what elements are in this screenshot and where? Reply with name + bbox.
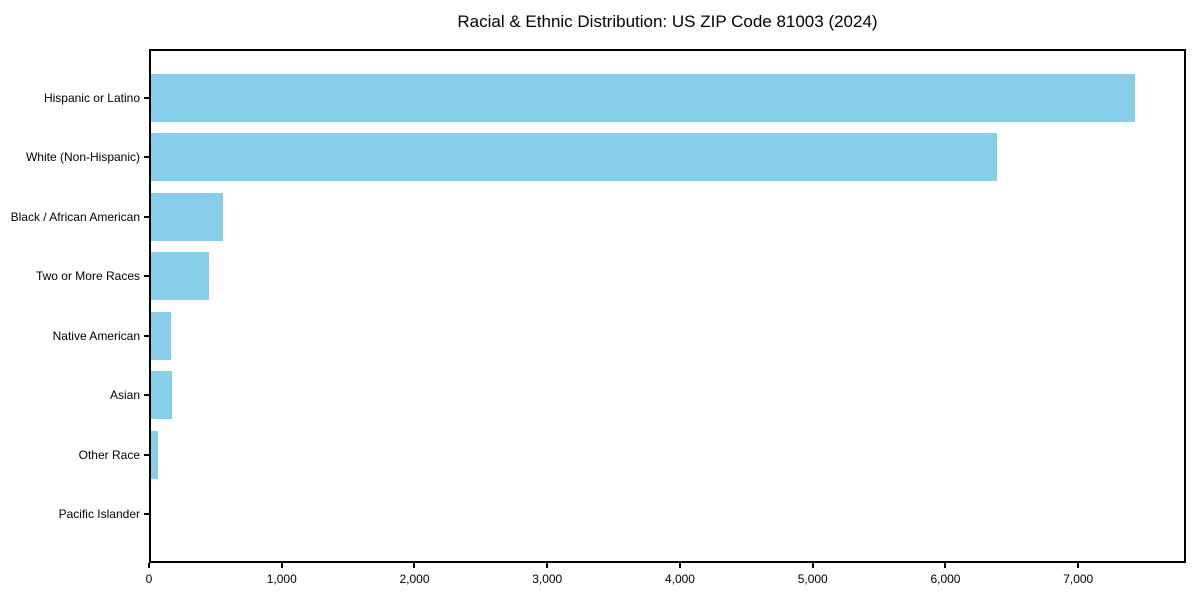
x-tick bbox=[413, 563, 416, 568]
y-label-row: Hispanic or Latino bbox=[0, 68, 140, 128]
bar bbox=[151, 311, 172, 360]
bar bbox=[151, 371, 172, 420]
y-axis-label: Pacific Islander bbox=[58, 507, 140, 522]
x-tick bbox=[811, 563, 814, 568]
x-tick-label: 5,000 bbox=[797, 572, 828, 586]
x-tick-label: 2,000 bbox=[399, 572, 430, 586]
y-label-row: Native American bbox=[0, 306, 140, 366]
bar-row bbox=[144, 425, 1184, 485]
y-label-row: Other Race bbox=[0, 425, 140, 485]
bar-row bbox=[144, 187, 1184, 247]
y-label-row: Pacific Islander bbox=[0, 485, 140, 545]
y-axis-label: Two or More Races bbox=[35, 269, 140, 284]
y-label-row: Black / African American bbox=[0, 187, 140, 247]
y-axis-label: Other Race bbox=[78, 447, 140, 462]
bar-row bbox=[144, 366, 1184, 426]
x-tick bbox=[148, 563, 150, 568]
x-tick bbox=[944, 563, 947, 568]
chart-title: Racial & Ethnic Distribution: US ZIP Cod… bbox=[457, 12, 878, 31]
y-tick bbox=[144, 275, 149, 278]
x-tick-label: 3,000 bbox=[532, 572, 563, 586]
x-tick bbox=[280, 563, 283, 568]
x-tick bbox=[546, 563, 549, 568]
x-tick-label: 1,000 bbox=[266, 572, 297, 586]
x-tick-label: 4,000 bbox=[664, 572, 695, 586]
y-tick bbox=[144, 156, 149, 159]
y-axis-label: Hispanic or Latino bbox=[43, 90, 140, 105]
x-tick bbox=[1077, 563, 1080, 568]
bar-row bbox=[144, 68, 1184, 128]
bar-row bbox=[144, 128, 1184, 188]
x-axis: 0 1,000 2,000 3,000 4,000 5,000 6,000 7,000 bbox=[145, 563, 1186, 595]
plot-area bbox=[144, 49, 1186, 563]
x-tick-label: 0 bbox=[145, 572, 153, 586]
bar bbox=[151, 192, 224, 241]
y-label-row: White (Non-Hispanic) bbox=[0, 128, 140, 188]
bar bbox=[151, 133, 998, 182]
y-label-row: Asian bbox=[0, 366, 140, 426]
y-tick bbox=[144, 453, 149, 456]
y-label-row: Two or More Races bbox=[0, 247, 140, 307]
bar-row bbox=[144, 247, 1184, 307]
y-tick bbox=[144, 334, 149, 337]
x-tick-label: 7,000 bbox=[1063, 572, 1094, 586]
bar-row bbox=[144, 306, 1184, 366]
y-axis-label: Native American bbox=[52, 328, 140, 343]
y-tick bbox=[144, 215, 149, 218]
x-tick bbox=[678, 563, 681, 568]
bar-row bbox=[144, 485, 1184, 545]
y-axis-label: Black / African American bbox=[10, 209, 140, 224]
bar bbox=[151, 430, 158, 479]
bar bbox=[151, 252, 209, 301]
y-axis-labels: Hispanic or Latino White (Non-Hispanic) Bl… bbox=[0, 51, 140, 561]
y-tick bbox=[144, 513, 149, 516]
y-tick bbox=[144, 96, 149, 99]
x-tick-label: 6,000 bbox=[930, 572, 961, 586]
bar bbox=[151, 73, 1135, 122]
y-axis-label: Asian bbox=[109, 388, 140, 403]
bars-container bbox=[144, 51, 1184, 561]
y-axis-label: White (Non-Hispanic) bbox=[25, 150, 140, 165]
y-tick bbox=[144, 394, 149, 397]
